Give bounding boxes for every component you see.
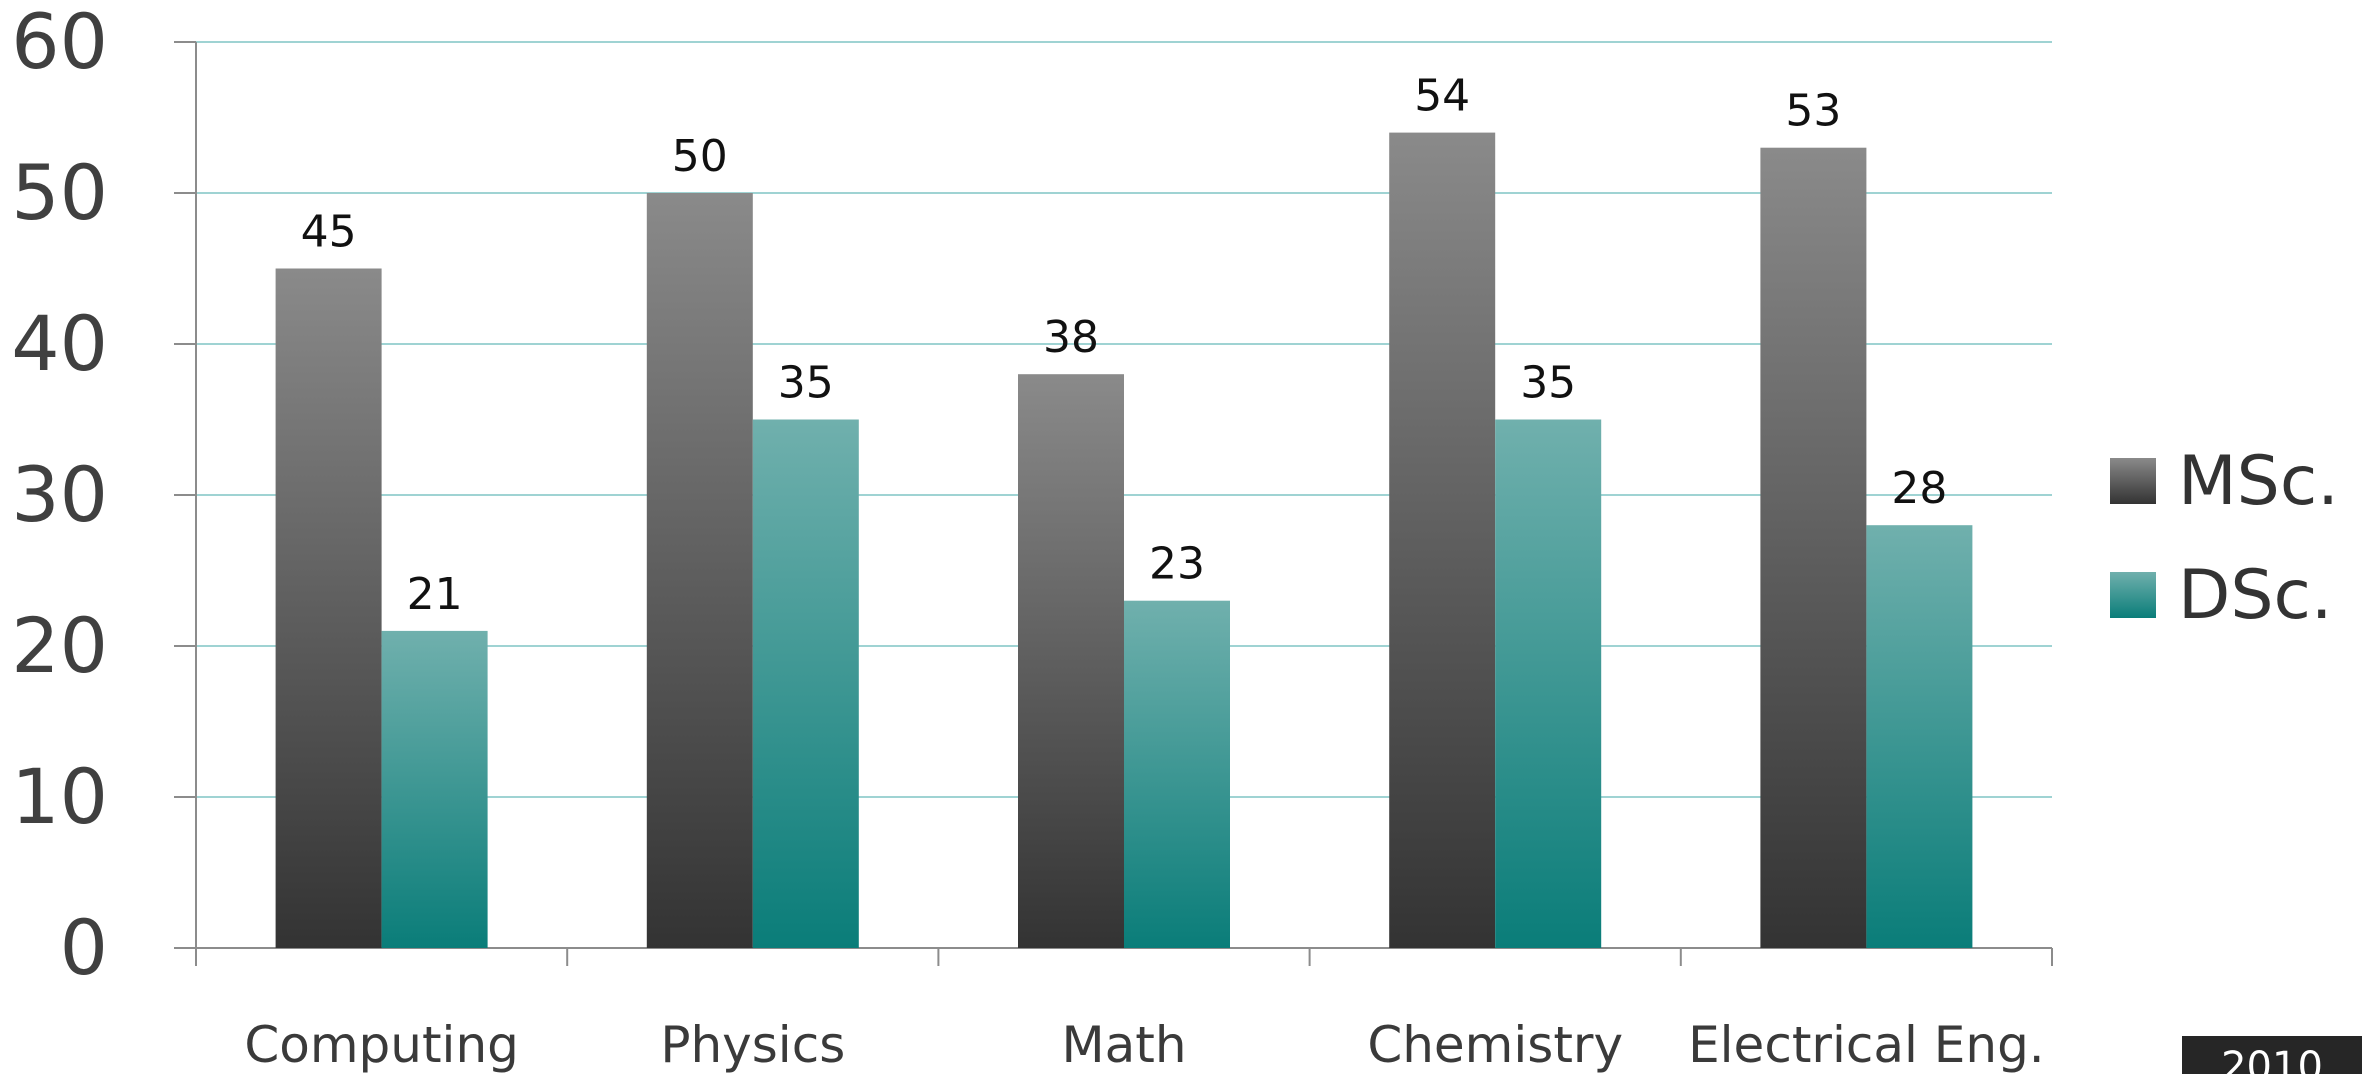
- bar-dsc: [381, 630, 488, 948]
- axes: 0 10 20 30 40 50 60 Computing Physics Math Chemist…: [11, 0, 2053, 1074]
- legend-swatch: [2110, 458, 2156, 504]
- data-label: 50: [672, 131, 728, 182]
- data-label: 38: [1043, 312, 1099, 363]
- legend-label: MSc.: [2178, 442, 2339, 521]
- bars: [275, 132, 1973, 949]
- legend: MSc. DSc.: [2110, 442, 2339, 635]
- data-label: 28: [1891, 463, 1947, 514]
- y-tick-label: 0: [60, 903, 108, 992]
- y-tick-label: 50: [11, 148, 108, 237]
- legend-label: DSc.: [2178, 556, 2333, 635]
- x-category-label: Computing: [244, 1016, 519, 1074]
- bar-msc: [1389, 132, 1496, 949]
- y-tick-label: 20: [11, 601, 108, 690]
- data-label: 23: [1149, 539, 1205, 590]
- legend-swatch: [2110, 572, 2156, 618]
- y-tick-label: 30: [11, 450, 108, 539]
- data-label: 35: [778, 358, 834, 409]
- x-category-label: Electrical Eng.: [1688, 1016, 2045, 1074]
- bar-dsc: [1866, 525, 1973, 948]
- bar-dsc: [1124, 600, 1230, 948]
- data-label: 54: [1414, 71, 1470, 122]
- y-tick-label: 40: [11, 299, 108, 388]
- data-label: 53: [1785, 86, 1841, 137]
- x-category-label: Physics: [660, 1016, 845, 1074]
- data-label: 45: [301, 207, 357, 258]
- y-tick-label: 60: [11, 0, 108, 86]
- year-badge: 2010: [2182, 1036, 2362, 1074]
- y-tick-label: 10: [11, 752, 108, 841]
- bar-dsc: [752, 419, 859, 948]
- x-category-label: Chemistry: [1367, 1016, 1623, 1074]
- x-category-label: Math: [1061, 1016, 1186, 1074]
- data-label: 35: [1520, 358, 1576, 409]
- bar-msc: [1018, 374, 1124, 948]
- bar-msc: [275, 268, 382, 948]
- data-labels: 45 21 50 35 38 23 54 35 53 28: [301, 71, 1948, 620]
- bar-msc: [646, 193, 753, 948]
- data-label: 21: [407, 569, 463, 620]
- bar-dsc: [1495, 419, 1602, 948]
- bar-msc: [1760, 147, 1867, 948]
